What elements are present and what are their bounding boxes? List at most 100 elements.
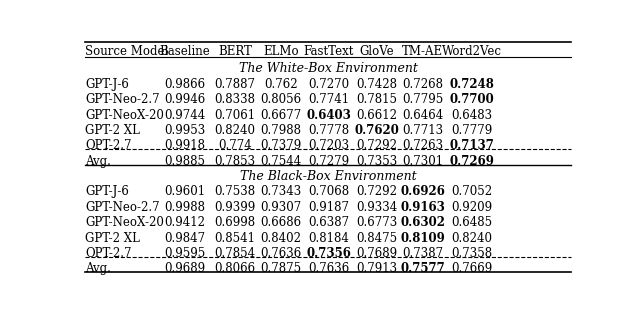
Text: 0.7301: 0.7301 [402,155,444,168]
Text: 0.6483: 0.6483 [451,109,492,122]
Text: 0.7358: 0.7358 [451,247,492,260]
Text: 0.8338: 0.8338 [215,93,256,106]
Text: 0.6998: 0.6998 [214,216,256,229]
Text: 0.7248: 0.7248 [449,78,494,91]
Text: 0.7887: 0.7887 [215,78,256,91]
Text: 0.7203: 0.7203 [308,139,349,152]
Text: 0.9946: 0.9946 [164,93,205,106]
Text: 0.8475: 0.8475 [356,232,397,245]
Text: 0.7620: 0.7620 [355,124,399,137]
Text: 0.6773: 0.6773 [356,216,397,229]
Text: 0.8056: 0.8056 [260,93,301,106]
Text: 0.7815: 0.7815 [356,93,397,106]
Text: 0.7061: 0.7061 [214,109,256,122]
Text: 0.6485: 0.6485 [451,216,492,229]
Text: OPT-2.7: OPT-2.7 [85,139,131,152]
Text: GPT-Neo-2.7: GPT-Neo-2.7 [85,201,159,214]
Text: 0.8184: 0.8184 [308,232,349,245]
Text: 0.7270: 0.7270 [308,78,349,91]
Text: 0.7353: 0.7353 [356,155,397,168]
Text: 0.7577: 0.7577 [401,262,445,275]
Text: 0.9601: 0.9601 [164,185,205,198]
Text: 0.7538: 0.7538 [214,185,256,198]
Text: 0.9412: 0.9412 [164,216,205,229]
Text: Avg.: Avg. [85,155,111,168]
Text: 0.7263: 0.7263 [402,139,444,152]
Text: 0.9866: 0.9866 [164,78,205,91]
Text: 0.9918: 0.9918 [164,139,205,152]
Text: 0.9988: 0.9988 [164,201,205,214]
Text: 0.6302: 0.6302 [400,216,445,229]
Text: GloVe: GloVe [360,46,394,58]
Text: ELMo: ELMo [263,46,299,58]
Text: 0.9307: 0.9307 [260,201,301,214]
Text: 0.7854: 0.7854 [214,247,256,260]
Text: 0.7913: 0.7913 [356,262,397,275]
Text: 0.6686: 0.6686 [260,216,301,229]
Text: Baseline: Baseline [159,46,210,58]
Text: BERT: BERT [218,46,252,58]
Text: Word2Vec: Word2Vec [442,46,502,58]
Text: GPT-2 XL: GPT-2 XL [85,124,140,137]
Text: 0.7544: 0.7544 [260,155,301,168]
Text: The Black-Box Environment: The Black-Box Environment [240,170,416,183]
Text: GPT-NeoX-20: GPT-NeoX-20 [85,216,164,229]
Text: Source Model: Source Model [85,46,168,58]
Text: 0.6403: 0.6403 [307,109,351,122]
Text: 0.7292: 0.7292 [356,185,397,198]
Text: 0.7379: 0.7379 [260,139,301,152]
Text: OPT-2.7: OPT-2.7 [85,247,131,260]
Text: 0.6464: 0.6464 [402,109,444,122]
Text: GPT-NeoX-20: GPT-NeoX-20 [85,109,164,122]
Text: 0.7268: 0.7268 [402,78,444,91]
Text: 0.9689: 0.9689 [164,262,205,275]
Text: 0.7137: 0.7137 [449,139,494,152]
Text: FastText: FastText [304,46,354,58]
Text: 0.9885: 0.9885 [164,155,205,168]
Text: 0.7779: 0.7779 [451,124,492,137]
Text: 0.7068: 0.7068 [308,185,349,198]
Text: The White-Box Environment: The White-Box Environment [239,62,417,76]
Text: 0.7700: 0.7700 [449,93,494,106]
Text: 0.7669: 0.7669 [451,262,492,275]
Text: 0.7636: 0.7636 [308,262,349,275]
Text: 0.7356: 0.7356 [307,247,351,260]
Text: GPT-2 XL: GPT-2 XL [85,232,140,245]
Text: 0.8066: 0.8066 [214,262,256,275]
Text: 0.8402: 0.8402 [260,232,301,245]
Text: 0.9595: 0.9595 [164,247,205,260]
Text: 0.9953: 0.9953 [164,124,205,137]
Text: 0.7713: 0.7713 [402,124,444,137]
Text: 0.9334: 0.9334 [356,201,397,214]
Text: GPT-J-6: GPT-J-6 [85,185,129,198]
Text: 0.7343: 0.7343 [260,185,301,198]
Text: 0.762: 0.762 [264,78,298,91]
Text: 0.6387: 0.6387 [308,216,349,229]
Text: 0.6926: 0.6926 [400,185,445,198]
Text: 0.9399: 0.9399 [214,201,256,214]
Text: 0.6612: 0.6612 [356,109,397,122]
Text: Avg.: Avg. [85,262,111,275]
Text: 0.8240: 0.8240 [451,232,492,245]
Text: 0.7052: 0.7052 [451,185,492,198]
Text: GPT-Neo-2.7: GPT-Neo-2.7 [85,93,159,106]
Text: 0.7853: 0.7853 [214,155,256,168]
Text: 0.8109: 0.8109 [401,232,445,245]
Text: 0.9744: 0.9744 [164,109,205,122]
Text: 0.7741: 0.7741 [308,93,349,106]
Text: 0.7387: 0.7387 [402,247,444,260]
Text: 0.7778: 0.7778 [308,124,349,137]
Text: 0.7795: 0.7795 [402,93,444,106]
Text: 0.774: 0.774 [218,139,252,152]
Text: 0.7292: 0.7292 [356,139,397,152]
Text: 0.8541: 0.8541 [215,232,256,245]
Text: 0.9209: 0.9209 [451,201,492,214]
Text: GPT-J-6: GPT-J-6 [85,78,129,91]
Text: TM-AE: TM-AE [402,46,444,58]
Text: 0.7988: 0.7988 [260,124,301,137]
Text: 0.7689: 0.7689 [356,247,397,260]
Text: 0.8240: 0.8240 [215,124,256,137]
Text: 0.7269: 0.7269 [449,155,494,168]
Text: 0.9847: 0.9847 [164,232,205,245]
Text: 0.7875: 0.7875 [260,262,301,275]
